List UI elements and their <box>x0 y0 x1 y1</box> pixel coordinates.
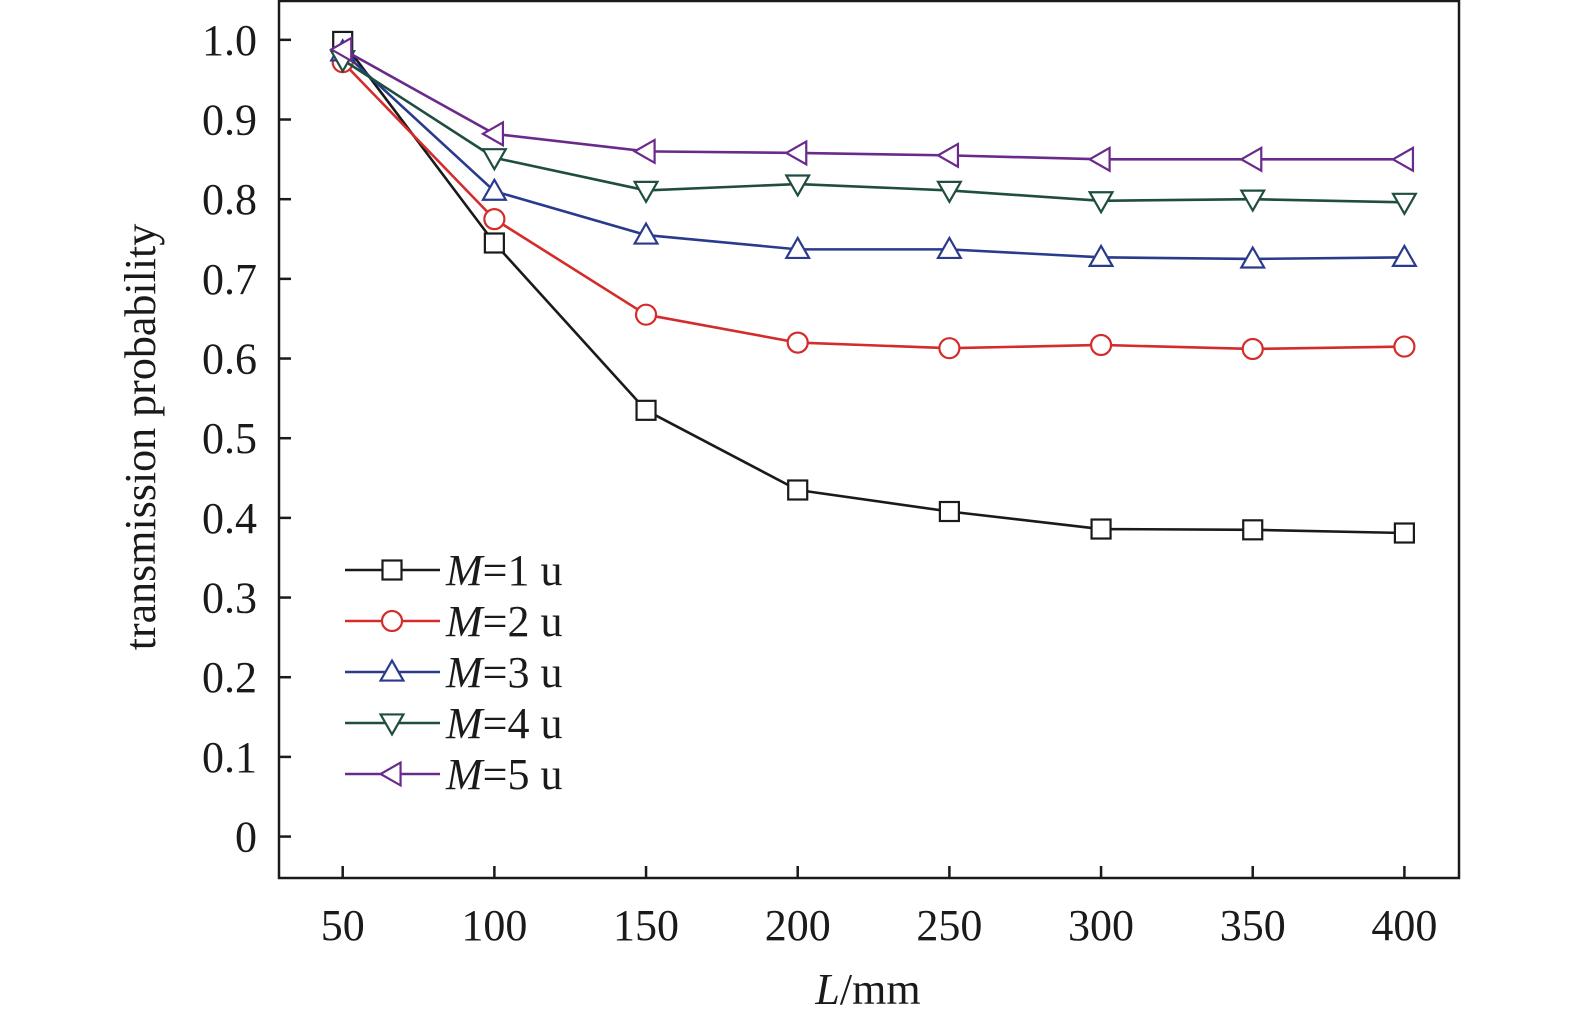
data-point <box>936 180 963 205</box>
data-point <box>784 174 812 198</box>
legend-variable: M <box>445 750 485 799</box>
plot-border <box>277 0 1461 880</box>
legend-marker <box>381 559 403 581</box>
y-axis-label: transmission probability <box>116 224 165 651</box>
legend-label: M=5 u <box>445 750 562 799</box>
legend-variable: M <box>445 648 485 697</box>
data-point <box>938 337 961 360</box>
series-line <box>342 48 1405 161</box>
legend-marker <box>378 760 402 788</box>
x-tick-label: 300 <box>1068 901 1134 950</box>
y-tick-label: 0.7 <box>202 255 257 304</box>
y-tick-label: 1.0 <box>202 16 257 65</box>
y-tick-label: 0.9 <box>202 96 257 145</box>
data-point <box>1391 243 1418 267</box>
x-tick-label: 400 <box>1371 901 1437 950</box>
plot-frame <box>277 0 1461 880</box>
data-point <box>935 142 960 169</box>
series-line <box>341 50 1405 261</box>
data-point <box>1087 191 1115 215</box>
series-line <box>341 58 1405 204</box>
data-point <box>938 500 960 523</box>
legend-value: =4 u <box>483 699 563 748</box>
legend-value: =2 u <box>483 597 563 646</box>
x-axis-label: L/mm <box>814 965 920 1014</box>
y-tick-label: 0.5 <box>202 414 257 463</box>
data-point <box>1087 146 1111 173</box>
x-tick-label: 200 <box>765 901 831 950</box>
x-tick-label: 50 <box>321 901 365 950</box>
legend-variable: M <box>445 699 485 748</box>
y-tick-label: 0.2 <box>202 653 257 702</box>
y-tick-label: 0.1 <box>202 733 257 782</box>
data-point <box>483 208 506 231</box>
y-tick-label: 0 <box>235 813 257 862</box>
y-tick-label: 0.8 <box>202 175 257 224</box>
data-point <box>481 177 508 201</box>
data-point <box>632 180 660 205</box>
series-line <box>341 61 1405 351</box>
x-tick-label: 150 <box>613 901 679 950</box>
data-point <box>1087 243 1115 267</box>
y-axis: 0 0.1 0.2 0.3 0.4 0.5 0.6 0.7 0.8 0.9 1.0 <box>202 16 291 862</box>
series-line <box>341 40 1405 535</box>
data-point <box>786 331 809 354</box>
data-point <box>936 235 963 260</box>
data-point <box>1239 189 1267 213</box>
data-point <box>1393 335 1416 358</box>
y-tick-label: 0.4 <box>202 494 257 543</box>
data-point <box>787 479 809 501</box>
data-point <box>481 148 508 172</box>
legend-item: M=3 u <box>345 648 562 697</box>
legend-item: M=1 u <box>345 546 562 595</box>
data-point <box>784 139 808 167</box>
data-point <box>1393 522 1415 544</box>
data-point <box>1239 245 1267 269</box>
legend-item: M=4 u <box>345 699 562 748</box>
legend-marker <box>378 713 406 737</box>
data-point <box>483 232 505 254</box>
legend-label: M=4 u <box>445 699 562 748</box>
series-1 <box>332 30 1415 544</box>
data-point <box>1391 192 1418 216</box>
legend-label: M=3 u <box>445 648 562 697</box>
series-5 <box>329 36 1415 173</box>
series-layer <box>329 30 1418 544</box>
legend-value: =1 u <box>483 546 563 595</box>
legend-variable: M <box>445 597 485 646</box>
x-tick-label: 250 <box>916 901 982 950</box>
data-point <box>1390 146 1415 173</box>
legend-item: M=2 u <box>345 597 562 646</box>
legend-variable: M <box>445 546 485 595</box>
legend-value: =3 u <box>483 648 563 697</box>
legend-marker <box>378 658 406 682</box>
y-tick-label: 0.6 <box>202 335 257 384</box>
data-point <box>632 138 656 165</box>
legend-label: M=1 u <box>445 546 562 595</box>
x-axis-variable: L <box>814 965 839 1014</box>
legend: M=1 uM=2 uM=3 uM=4 uM=5 u <box>345 546 562 799</box>
legend-label: M=2 u <box>445 597 562 646</box>
data-point <box>1241 337 1264 361</box>
data-point <box>1242 519 1264 541</box>
y-tick-label: 0.3 <box>202 574 257 623</box>
data-point <box>1090 518 1112 540</box>
data-point <box>784 235 812 260</box>
x-tick-label: 100 <box>461 901 527 950</box>
data-point <box>1239 146 1263 173</box>
data-point <box>329 36 353 63</box>
data-point <box>632 221 660 245</box>
data-point <box>635 399 657 421</box>
x-tick-label: 350 <box>1220 901 1286 950</box>
legend-item: M=5 u <box>345 750 562 799</box>
data-point <box>480 120 505 148</box>
data-point <box>634 303 658 326</box>
legend-marker <box>380 609 404 633</box>
data-point <box>1089 333 1113 357</box>
legend-value: =5 u <box>483 750 563 799</box>
x-axis-unit: /mm <box>840 965 921 1014</box>
x-axis: 50 100 150 200 250 300 350 400 <box>321 866 1437 950</box>
